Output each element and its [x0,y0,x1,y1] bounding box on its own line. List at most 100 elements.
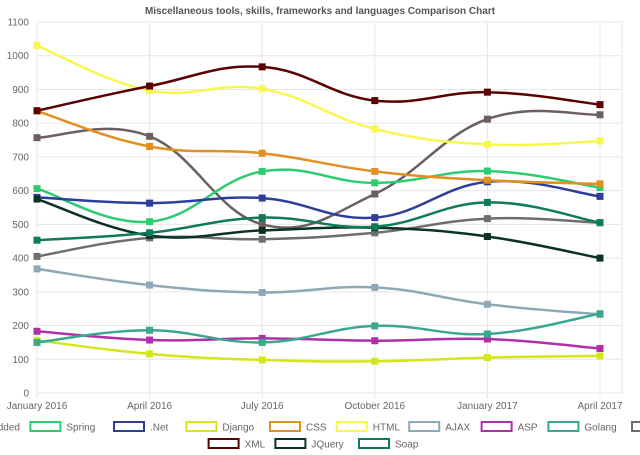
y-tick-label: 900 [12,85,29,96]
series-line-json [36,216,601,258]
data-point-django [371,357,379,365]
data-point-embedded [146,132,154,140]
legend-label-django[interactable]: Django [222,423,254,434]
series-line-net [36,179,601,220]
series-line-django [36,339,601,363]
legend-label-ajax[interactable]: AJAX [445,423,470,434]
data-point-django [146,350,154,358]
legend-swatch-net[interactable] [113,421,145,432]
data-point-ajax [146,281,154,289]
legend-label-css[interactable]: CSS [306,423,327,434]
y-tick-label: 0 [23,389,29,400]
legend-label-soap[interactable]: Soap [395,440,419,451]
data-point-django [483,354,491,362]
data-point-jquery [258,226,266,234]
data-point-net [258,194,266,202]
data-point-html [258,85,266,93]
data-point-soap [596,219,604,227]
data-point-asp [33,327,41,335]
data-point-embedded [33,134,41,142]
y-tick-label: 1100 [7,18,29,29]
data-point-net [146,199,154,207]
data-point-ajax [258,288,266,296]
legend-swatch-css[interactable] [269,421,301,432]
legend-label-net[interactable]: .Net [150,423,169,434]
data-point-xml [483,88,491,96]
y-tick-label: 1000 [7,51,30,62]
data-point-golang [483,330,491,338]
data-point-embedded [258,220,266,228]
series-line-ajax [36,267,601,316]
data-point-ajax [33,265,41,273]
data-point-embedded [596,111,604,119]
data-point-xml [371,97,379,105]
data-point-jquery [483,233,491,241]
data-point-asp [371,337,379,345]
series-line-golang [36,312,601,344]
x-tick-label: October 2016 [344,401,405,412]
data-point-soap [33,236,41,244]
legend-label-embedded[interactable]: Embedded [0,423,20,434]
y-tick-label: 500 [12,220,29,231]
data-point-soap [371,223,379,231]
data-point-json [258,235,266,243]
chart-title: Miscellaneous tools, skills, frameworks … [145,6,496,17]
series-line-xml [36,65,601,112]
legend-swatch-soap[interactable] [358,438,390,449]
series-line-html [36,44,601,147]
data-point-css [596,180,604,188]
data-point-golang [33,338,41,346]
legend-swatch-spring[interactable] [29,421,62,432]
y-tick-label: 400 [12,254,29,265]
data-point-xml [146,82,154,90]
data-point-embedded [483,115,491,123]
data-point-net [371,214,379,222]
y-tick-label: 700 [12,152,29,163]
data-point-json [33,252,41,260]
data-point-xml [33,107,41,115]
data-point-spring [371,179,379,187]
x-tick-label: January 2017 [457,401,518,412]
y-tick-label: 200 [12,321,29,332]
x-axis: January 2016 April 2016 July 2016 October 2… [7,401,623,412]
data-point-embedded [371,190,379,198]
data-point-asp [146,336,154,344]
data-point-ajax [483,300,491,308]
data-point-json [483,215,491,223]
y-tick-label: 300 [12,287,29,298]
data-point-html [596,137,604,145]
legend-label-asp[interactable]: ASP [518,423,538,434]
legend-label-jquery[interactable]: JQuery [311,440,343,451]
legend-swatch-html[interactable] [335,421,368,432]
legend-swatch-asp[interactable] [480,421,513,432]
legend-swatch-jquery[interactable] [274,438,307,449]
y-axis: 0 100 200 300 400 500 600 700 800 900 1000 1100 [7,18,30,400]
series-lines [36,44,601,363]
series-line-soap [36,201,601,242]
data-point-spring [33,185,41,193]
legend-label-html[interactable]: HTML [373,423,401,434]
x-tick-label: January 2016 [7,401,68,412]
legend-label-spring[interactable]: Spring [66,423,95,434]
data-point-ajax [371,283,379,291]
data-point-spring [483,167,491,175]
legend-swatch-ajax[interactable] [408,421,441,432]
legend-swatch-json[interactable] [631,421,640,432]
legend-label-golang[interactable]: Golang [584,423,616,434]
legend-swatch-django[interactable] [185,421,218,432]
data-point-jquery [33,195,41,203]
legend-label-xml[interactable]: XML [245,440,266,451]
legend-swatch-xml[interactable] [207,438,240,449]
data-point-html [371,125,379,133]
x-tick-label: April 2016 [127,401,172,412]
series-line-asp [36,330,601,350]
data-point-django [596,352,604,360]
data-point-css [483,176,491,184]
x-tick-label: April 2017 [577,401,622,412]
y-tick-label: 100 [12,355,29,366]
legend-swatch-golang[interactable] [547,421,580,432]
data-point-css [371,167,379,175]
data-point-net [596,192,604,200]
data-point-soap [146,229,154,237]
